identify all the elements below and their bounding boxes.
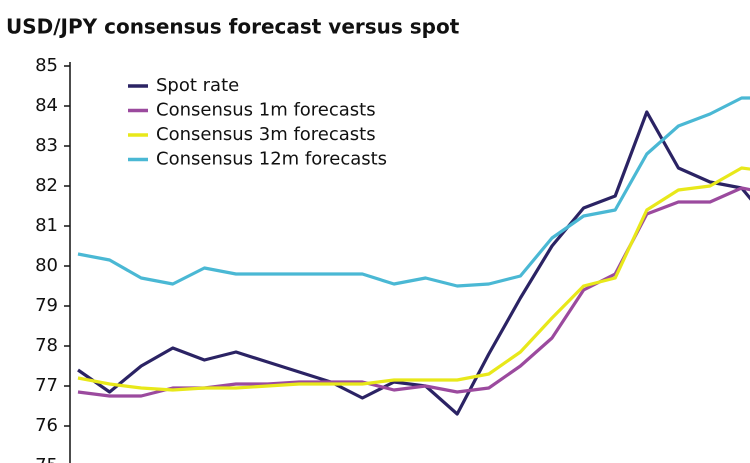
y-tick-label: 80 [35,255,58,276]
chart-title: USD/JPY consensus forecast versus spot [6,15,460,39]
y-tick-label: 84 [35,95,58,116]
legend-label: Consensus 1m forecasts [156,100,376,121]
y-tick-label: 75 [35,455,58,463]
y-tick-label: 81 [35,215,58,236]
legend-label: Consensus 3m forecasts [156,124,376,145]
legend-label: Consensus 12m forecasts [156,149,387,170]
y-tick-label: 79 [35,295,58,316]
y-tick-label: 83 [35,135,58,156]
y-tick-label: 85 [35,55,58,76]
y-tick-label: 77 [35,375,58,396]
series-line [77,96,750,288]
series-line [77,166,750,392]
y-tick-label: 82 [35,175,58,196]
series-line [77,186,750,398]
legend-label: Spot rate [156,75,239,96]
y-tick-label: 76 [35,415,58,436]
y-tick-label: 78 [35,335,58,356]
